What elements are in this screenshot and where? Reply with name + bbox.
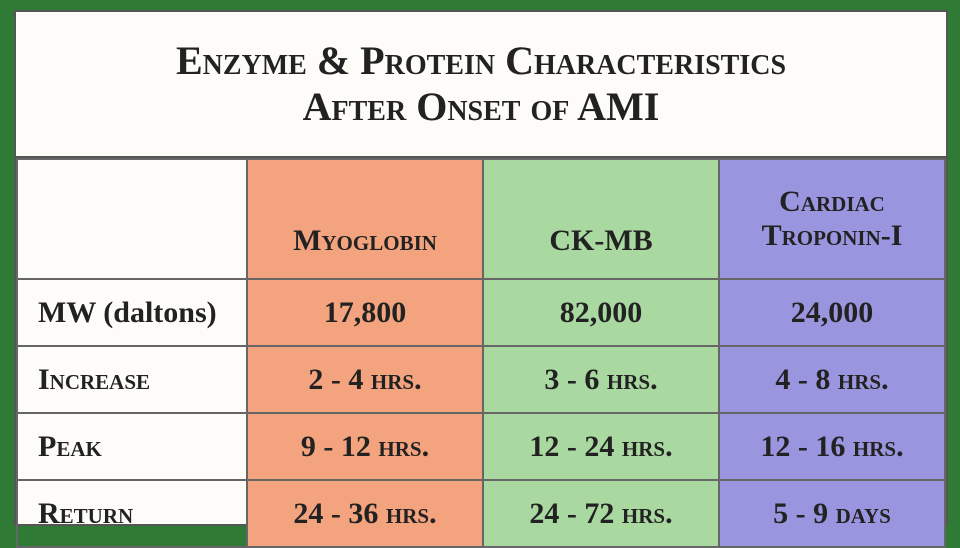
header-row: Myoglobin CK-MB Cardiac Troponin-I [16,158,946,280]
title: Enzyme & Protein Characteristics After O… [16,12,946,158]
table-cell: 24 - 36 hrs. [246,479,484,548]
table-cell: 9 - 12 hrs. [246,412,484,481]
table-row: Peak 9 - 12 hrs. 12 - 24 hrs. 12 - 16 hrs. [16,412,946,481]
table-cell: 2 - 4 hrs. [246,345,484,414]
table-cell: 24,000 [718,278,946,347]
header-cell: CK-MB [482,158,720,280]
corner-cell [16,158,248,280]
table-cell: 4 - 8 hrs. [718,345,946,414]
row-label: Increase [16,345,248,414]
table-cell: 5 - 9 days [718,479,946,548]
table-cell: 3 - 6 hrs. [482,345,720,414]
header-cell: Myoglobin [246,158,484,280]
header-cell: Cardiac Troponin-I [718,158,946,280]
row-label: Return [16,479,248,548]
table-body: Myoglobin CK-MB Cardiac Troponin-I MW (d… [16,158,946,548]
table-row: MW (daltons) 17,800 82,000 24,000 [16,278,946,347]
table-cell: 82,000 [482,278,720,347]
slide-panel: Enzyme & Protein Characteristics After O… [14,10,948,548]
table-cell: 24 - 72 hrs. [482,479,720,548]
title-line: After Onset of AMI [302,84,660,129]
row-label: MW (daltons) [16,278,248,347]
table-cell: 12 - 24 hrs. [482,412,720,481]
table-cell: 17,800 [246,278,484,347]
table-row: Return 24 - 36 hrs. 24 - 72 hrs. 5 - 9 days [16,479,946,548]
table: Myoglobin CK-MB Cardiac Troponin-I MW (d… [16,158,946,548]
table-cell: 12 - 16 hrs. [718,412,946,481]
title-line: Enzyme & Protein Characteristics [175,38,787,83]
row-label: Peak [16,412,248,481]
table-row: Increase 2 - 4 hrs. 3 - 6 hrs. 4 - 8 hrs. [16,345,946,414]
